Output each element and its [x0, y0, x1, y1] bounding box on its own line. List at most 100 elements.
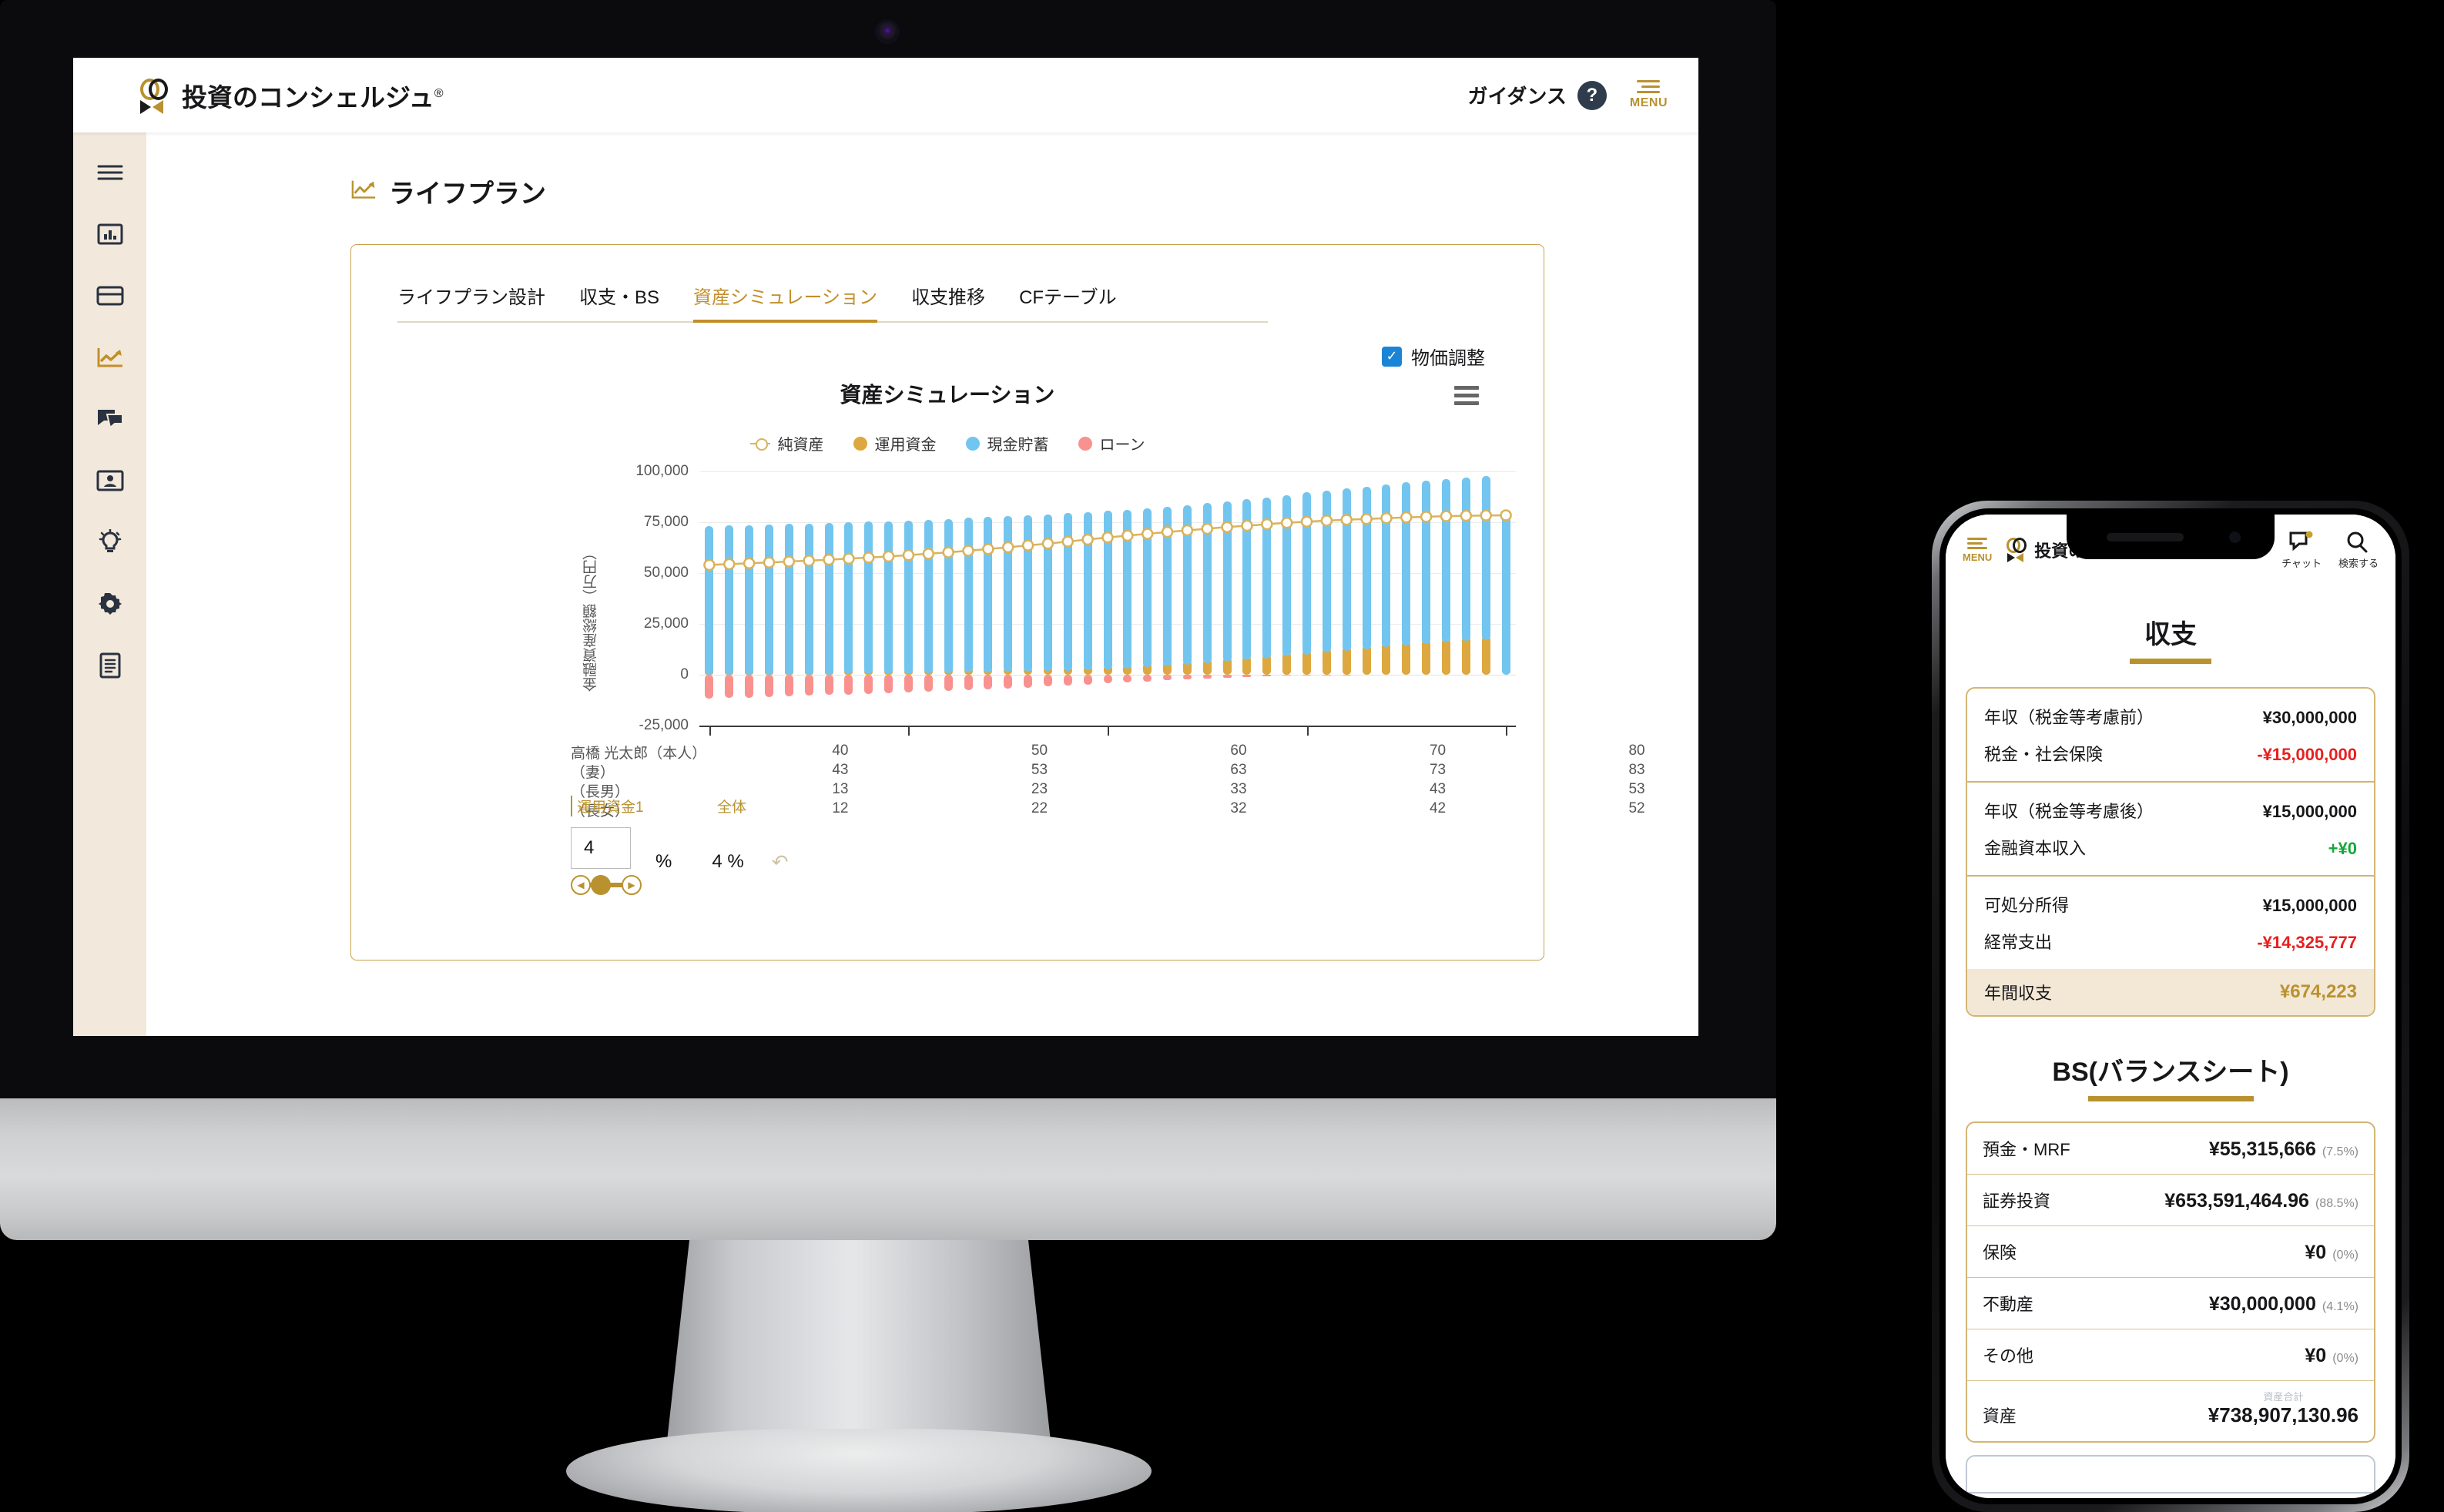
bs-total-row: 資産 資産合計 ¥738,907,130.96: [1967, 1381, 2374, 1441]
bar-column[interactable]: [944, 471, 953, 726]
table-row: 可処分所得 ¥15,000,000: [1984, 886, 2357, 923]
bar-column[interactable]: [725, 471, 734, 726]
legend-item-loan[interactable]: ローン: [1078, 432, 1145, 454]
legend-dot-icon: [965, 436, 980, 451]
chart-export-menu-icon[interactable]: [1454, 386, 1479, 405]
table-row: 保険 ¥0 (0%): [1967, 1226, 2374, 1278]
sidebar-item-trending-up[interactable]: [95, 342, 126, 373]
legend-dot-icon: [1078, 436, 1092, 451]
bar-column[interactable]: [1024, 471, 1033, 726]
bar-column[interactable]: [924, 471, 933, 726]
fund-rate-input[interactable]: 4: [571, 827, 631, 869]
sidebar-item-gear[interactable]: [95, 588, 126, 619]
legend-item-investment[interactable]: 運用資金: [853, 432, 937, 454]
bar-column[interactable]: [1501, 471, 1510, 726]
sidebar-item-id-card[interactable]: [95, 465, 126, 496]
bar-column[interactable]: [984, 471, 993, 726]
monitor-chin: [0, 1098, 1776, 1240]
bar-column[interactable]: [784, 471, 793, 726]
bar-segment-cash: [1004, 515, 1013, 672]
sidebar-item-bar-chart[interactable]: [95, 219, 126, 250]
sidebar-item-hamburger[interactable]: [95, 157, 126, 188]
bar-column[interactable]: [1442, 471, 1450, 726]
row-label: 年間収支: [1984, 984, 2053, 1003]
bar-segment-loan: [1103, 675, 1112, 684]
sidebar-item-chat[interactable]: [95, 404, 126, 434]
bar-column[interactable]: [1143, 471, 1152, 726]
sidebar-item-card[interactable]: [95, 280, 126, 311]
bar-column[interactable]: [1123, 471, 1132, 726]
bar-segment-cash: [904, 520, 913, 674]
phone-search-button[interactable]: 検索する: [2338, 531, 2379, 570]
bar-column[interactable]: [864, 471, 873, 726]
x-axis-row-values: 43 53 63 73 83: [702, 762, 1644, 781]
bar-segment-loan: [824, 675, 833, 696]
bar-column[interactable]: [1202, 471, 1212, 726]
phone-menu-button[interactable]: MENU: [1963, 537, 1992, 563]
bar-column[interactable]: [764, 471, 773, 726]
bar-column[interactable]: [1282, 471, 1292, 726]
reset-icon[interactable]: ↶: [771, 850, 789, 873]
legend-item-networth[interactable]: 純資産: [749, 432, 824, 454]
bar-column[interactable]: [705, 471, 714, 726]
slider-increment-icon[interactable]: ▶: [622, 875, 642, 895]
bar-column[interactable]: [1262, 471, 1272, 726]
bar-column[interactable]: [1163, 471, 1172, 726]
bar-column[interactable]: [1004, 471, 1013, 726]
row-label: 資産: [1983, 1406, 2017, 1426]
bar-column[interactable]: [1402, 471, 1411, 726]
divider: [1967, 875, 2374, 877]
sidebar-item-lightbulb[interactable]: [95, 527, 126, 558]
slider-decrement-icon[interactable]: ◀: [571, 875, 591, 895]
brand-logo[interactable]: 投資のコンシェルジュ®: [139, 77, 444, 114]
bar-column[interactable]: [884, 471, 893, 726]
bar-column[interactable]: [1242, 471, 1252, 726]
bar-segment-loan: [1043, 675, 1052, 687]
menu-button[interactable]: MENU: [1630, 80, 1668, 110]
bar-column[interactable]: [1103, 471, 1112, 726]
bar-segment-loan: [1083, 675, 1092, 685]
tab-cf-table[interactable]: CFテーブル: [1019, 287, 1117, 308]
header-actions: ガイダンス ? MENU: [1467, 80, 1668, 110]
tab-income-bs[interactable]: 収支・BS: [579, 287, 660, 308]
bar-segment-investment: [1402, 640, 1411, 675]
bar-column[interactable]: [804, 471, 813, 726]
sidebar-item-document[interactable]: [95, 650, 126, 681]
chart-title: 資産シミュレーション: [840, 383, 1055, 407]
bar-column[interactable]: [964, 471, 973, 726]
bar-column[interactable]: [1382, 471, 1391, 726]
bar-column[interactable]: [1083, 471, 1092, 726]
bar-segment-cash: [864, 521, 873, 675]
tab-lifeplan-design[interactable]: ライフプラン設計: [397, 287, 545, 308]
help-icon[interactable]: ?: [1577, 80, 1607, 110]
bar-column[interactable]: [1481, 471, 1490, 726]
fund-rate-slider[interactable]: ◀ ▶: [571, 873, 642, 897]
bar-column[interactable]: [1422, 471, 1431, 726]
inflation-adjust-checkbox[interactable]: ✓ 物価調整: [1382, 343, 1485, 370]
bar-column[interactable]: [1043, 471, 1052, 726]
bar-column[interactable]: [1322, 471, 1331, 726]
tab-asset-simulation[interactable]: 資産シミュレーション: [693, 282, 878, 323]
bar-column[interactable]: [745, 471, 754, 726]
bar-column[interactable]: [824, 471, 833, 726]
bar-column[interactable]: [844, 471, 853, 726]
bar-column[interactable]: [1342, 471, 1351, 726]
bar-column[interactable]: [1302, 471, 1312, 726]
tab-income-trend[interactable]: 収支推移: [911, 287, 986, 308]
phone-chat-button[interactable]: チャット: [2281, 531, 2322, 570]
bar-column[interactable]: [1362, 471, 1371, 726]
bar-column[interactable]: [1222, 471, 1232, 726]
x-axis-value: 32: [1230, 800, 1247, 816]
bar-column[interactable]: [1063, 471, 1072, 726]
slider-thumb[interactable]: [591, 875, 611, 895]
guidance-button[interactable]: ガイダンス ?: [1467, 80, 1607, 110]
bs-section-title: BS(バランスシート): [2052, 1058, 2289, 1087]
total-caption: 資産合計: [2263, 1391, 2304, 1403]
bar-segment-loan: [784, 675, 793, 696]
overall-label: 全体: [717, 800, 747, 816]
checkbox-checked-icon[interactable]: ✓: [1382, 346, 1402, 367]
bar-column[interactable]: [1461, 471, 1470, 726]
bar-column[interactable]: [904, 471, 913, 726]
legend-item-cash[interactable]: 現金貯蓄: [965, 432, 1049, 454]
bar-column[interactable]: [1182, 471, 1192, 726]
